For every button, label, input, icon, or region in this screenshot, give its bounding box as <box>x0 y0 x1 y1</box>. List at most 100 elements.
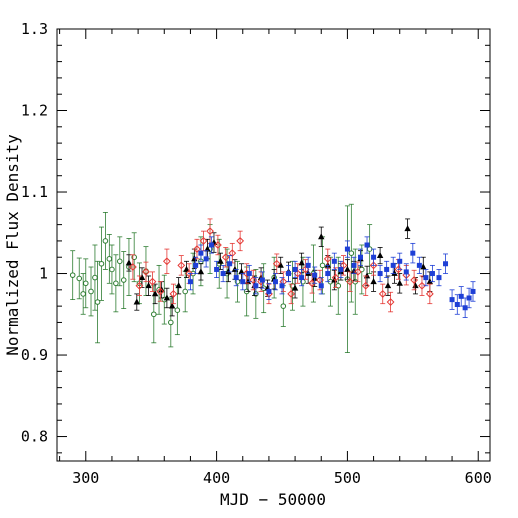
data-point <box>462 305 468 311</box>
data-point <box>199 237 208 245</box>
data-point <box>344 265 351 272</box>
data-point <box>169 289 178 298</box>
data-point <box>454 302 460 308</box>
data-point <box>325 271 331 277</box>
data-point <box>206 227 214 236</box>
y-tick-label: 1.3 <box>21 20 48 38</box>
data-point <box>416 262 422 268</box>
data-point <box>305 262 311 268</box>
data-point <box>113 280 119 287</box>
data-point <box>299 275 305 281</box>
data-point <box>308 279 316 288</box>
data-marks <box>69 203 476 353</box>
data-point <box>135 281 144 290</box>
data-point <box>249 276 258 284</box>
data-point <box>376 251 384 258</box>
data-point <box>339 261 348 270</box>
axis-ticks <box>57 28 490 461</box>
data-point <box>404 225 411 232</box>
data-point <box>198 250 204 256</box>
data-point <box>390 262 396 268</box>
data-point <box>344 246 350 252</box>
data-point <box>197 268 205 275</box>
data-point <box>348 250 355 256</box>
y-tick-label: 1.1 <box>21 183 48 201</box>
data-point <box>394 265 403 274</box>
data-point <box>298 259 305 266</box>
tick-labels: 300 400 500 600 0.8 0.9 1 1.1 1.2 1.3 <box>21 20 492 487</box>
data-point <box>425 289 434 298</box>
data-point <box>156 287 165 296</box>
data-point <box>293 269 302 278</box>
data-point <box>318 283 324 289</box>
data-point <box>185 269 194 278</box>
data-point <box>346 277 354 286</box>
data-point <box>203 256 209 262</box>
x-tick-label: 400 <box>203 469 230 487</box>
data-point <box>142 267 150 276</box>
data-point <box>193 262 199 268</box>
data-point <box>351 262 357 268</box>
data-point <box>183 265 190 272</box>
data-point <box>177 261 186 270</box>
data-point <box>361 281 370 290</box>
data-point <box>236 237 245 245</box>
data-point <box>396 279 403 286</box>
data-point <box>259 277 265 283</box>
data-point <box>423 275 429 281</box>
data-point <box>458 293 464 299</box>
data-point <box>449 297 455 303</box>
y-axis-title: Normalized Flux Density <box>3 134 22 356</box>
data-point <box>175 282 182 289</box>
data-point <box>109 266 115 273</box>
data-point <box>331 258 337 264</box>
data-point <box>319 262 326 269</box>
data-point <box>102 238 109 244</box>
data-point <box>338 266 344 272</box>
data-point <box>287 289 296 298</box>
data-point <box>384 266 390 272</box>
data-point <box>286 271 292 277</box>
data-point <box>412 282 419 289</box>
data-point <box>92 274 98 281</box>
data-point <box>116 258 123 265</box>
data-point <box>225 268 232 275</box>
data-point <box>240 279 246 285</box>
data-point <box>370 278 377 285</box>
data-point <box>82 280 89 287</box>
data-point <box>426 278 434 285</box>
data-point <box>403 269 409 275</box>
data-point <box>217 257 224 264</box>
data-point <box>227 261 233 267</box>
data-point <box>397 258 403 264</box>
data-point <box>193 245 201 253</box>
data-point <box>145 282 152 289</box>
data-point <box>238 268 245 275</box>
data-point <box>168 319 174 326</box>
data-point <box>266 288 272 294</box>
data-point <box>233 275 239 281</box>
data-point <box>371 254 377 260</box>
data-point <box>420 263 427 270</box>
data-point <box>280 303 287 309</box>
data-point <box>120 277 127 283</box>
data-point <box>436 275 442 281</box>
data-point <box>466 295 472 301</box>
data-point <box>316 276 324 284</box>
data-point <box>418 281 426 290</box>
data-point <box>312 272 318 278</box>
data-point <box>174 307 181 314</box>
data-point <box>151 290 159 297</box>
x-tick-label: 500 <box>334 469 361 487</box>
data-point <box>301 265 310 274</box>
data-point <box>76 275 83 282</box>
data-point <box>410 250 416 256</box>
data-point <box>292 266 298 272</box>
data-point <box>80 291 86 297</box>
data-point <box>69 272 76 278</box>
data-point <box>128 263 137 271</box>
series-open-circle <box>69 203 373 353</box>
data-point <box>94 299 101 305</box>
data-point <box>410 276 419 284</box>
y-tick-label: 0.9 <box>21 346 48 364</box>
